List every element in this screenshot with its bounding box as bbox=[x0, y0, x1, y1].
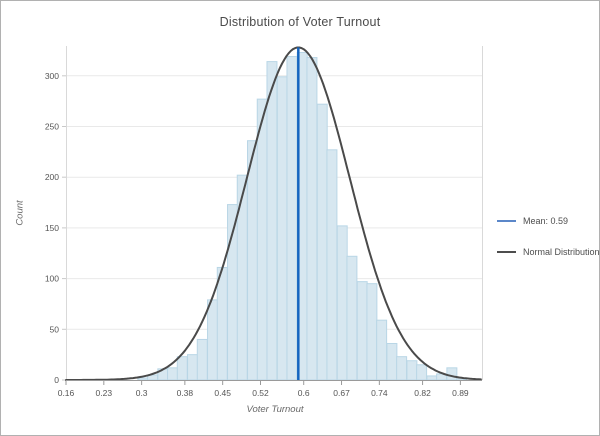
histogram-bar[interactable] bbox=[376, 319, 388, 381]
histogram-bar[interactable] bbox=[306, 57, 318, 381]
y-tick-label: 50 bbox=[50, 324, 60, 334]
y-tick-label: 150 bbox=[45, 223, 59, 233]
y-tick-label: 250 bbox=[45, 122, 59, 132]
histogram-bar[interactable] bbox=[276, 76, 288, 381]
legend-label-normal-distribution: Normal Distribution bbox=[523, 247, 600, 257]
y-tick-label: 0 bbox=[54, 375, 59, 385]
histogram-bar[interactable] bbox=[187, 354, 199, 381]
normal-distribution-swatch bbox=[497, 251, 516, 253]
legend-label-mean: Mean: 0.59 bbox=[523, 216, 569, 226]
x-tick-label: 0.3 bbox=[136, 388, 148, 398]
histogram-bar[interactable] bbox=[196, 338, 208, 381]
mean-line-swatch bbox=[497, 220, 516, 222]
histogram-bar[interactable] bbox=[247, 140, 258, 381]
histogram-bar[interactable] bbox=[346, 255, 358, 381]
normal-distribution-curve bbox=[65, 46, 482, 381]
histogram-bar[interactable] bbox=[176, 356, 188, 381]
histogram-bar[interactable] bbox=[336, 225, 348, 381]
histogram-bar[interactable] bbox=[406, 360, 418, 381]
y-tick-label: 200 bbox=[45, 172, 59, 182]
x-tick-label: 0.82 bbox=[414, 388, 431, 398]
histogram-bar[interactable] bbox=[326, 149, 338, 381]
histogram-bar[interactable] bbox=[356, 281, 368, 381]
histogram-bar[interactable] bbox=[286, 56, 298, 381]
histogram-bar[interactable] bbox=[426, 375, 438, 381]
legend: Mean: 0.59 Normal Distribution bbox=[497, 216, 600, 257]
y-tick-label: 100 bbox=[45, 274, 59, 284]
chart-title: Distribution of Voter Turnout bbox=[219, 15, 381, 29]
histogram-bar[interactable] bbox=[446, 367, 458, 381]
x-tick-label: 0.38 bbox=[177, 388, 194, 398]
x-tick-label: 0.23 bbox=[96, 388, 113, 398]
x-tick-label: 0.45 bbox=[214, 388, 231, 398]
legend-entry-normal-distribution: Normal Distribution bbox=[497, 247, 600, 257]
histogram-bar[interactable] bbox=[316, 103, 328, 381]
x-tick-label: 0.52 bbox=[252, 388, 269, 398]
histogram-bar[interactable] bbox=[396, 356, 408, 381]
histogram-bar[interactable] bbox=[366, 283, 378, 381]
histogram-bar[interactable] bbox=[167, 367, 179, 381]
legend-entry-mean: Mean: 0.59 bbox=[497, 216, 599, 226]
x-tick-label: 0.6 bbox=[298, 388, 310, 398]
histogram-bar[interactable] bbox=[416, 364, 428, 381]
histogram-bar[interactable] bbox=[266, 61, 278, 381]
histogram-bar[interactable] bbox=[216, 266, 228, 381]
y-axis-title: Count bbox=[14, 200, 26, 226]
histogram-bar[interactable] bbox=[137, 377, 149, 381]
x-tick-label: 0.89 bbox=[452, 388, 469, 398]
histogram-bar[interactable] bbox=[256, 98, 268, 381]
x-tick-label: 0.67 bbox=[333, 388, 350, 398]
histogram-bar[interactable] bbox=[207, 299, 219, 381]
x-tick-label: 0.74 bbox=[371, 388, 388, 398]
x-axis-title: Voter Turnout bbox=[246, 404, 304, 415]
x-tick-label: 0.16 bbox=[58, 388, 75, 398]
histogram-bar[interactable] bbox=[386, 342, 398, 381]
y-tick-label: 300 bbox=[45, 71, 59, 81]
